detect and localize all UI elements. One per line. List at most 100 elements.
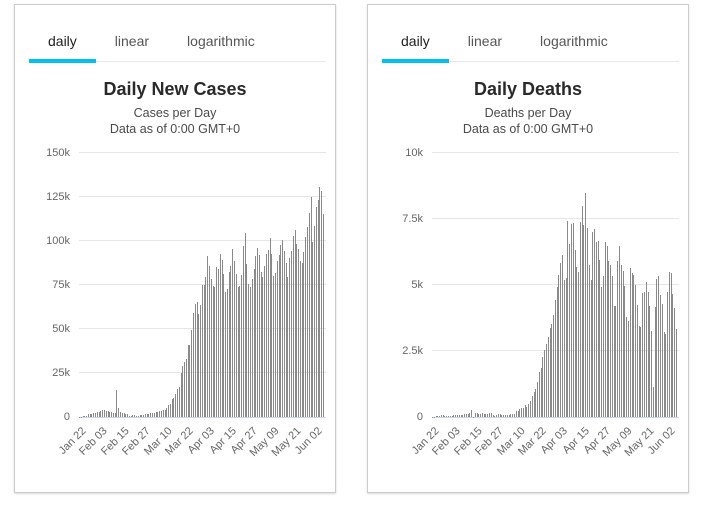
bar — [658, 276, 660, 417]
bar — [194, 304, 196, 417]
bar — [624, 285, 626, 417]
bar — [298, 248, 300, 417]
bar — [668, 271, 670, 417]
bar — [98, 412, 100, 417]
bar — [258, 254, 260, 417]
bar — [100, 411, 102, 417]
daily-cases-panel: daily linear logarithmic Daily New Cases… — [14, 4, 336, 493]
bar — [189, 344, 191, 417]
bar — [449, 415, 451, 417]
bar — [622, 270, 624, 417]
bar — [171, 399, 173, 417]
bar — [603, 276, 604, 417]
bar — [585, 193, 587, 417]
bar — [319, 186, 321, 417]
bar — [214, 287, 216, 417]
bar — [456, 415, 458, 417]
bar — [440, 415, 442, 417]
bar — [182, 365, 184, 417]
bar — [531, 396, 533, 417]
bar — [503, 415, 505, 417]
bar — [674, 307, 676, 417]
bar — [178, 387, 180, 417]
daily-deaths-chart[interactable]: 0 2.5k 5k 7.5k 10k Jan 22 Feb 03 Feb 15 Feb 27 Ma… — [368, 147, 688, 476]
bar — [169, 403, 171, 417]
bar — [453, 415, 455, 417]
bar — [554, 300, 556, 417]
deaths-tab-linear[interactable]: linear — [467, 33, 503, 49]
bar — [522, 407, 524, 417]
bar — [579, 222, 581, 417]
bar — [228, 272, 230, 417]
bar — [162, 410, 164, 417]
bar — [661, 303, 663, 417]
bar — [496, 415, 498, 417]
cases-chart-tabs: daily linear logarithmic — [29, 27, 326, 63]
y-axis-label: 2.5k — [402, 345, 423, 357]
daily-cases-chart[interactable]: 0 25k 50k 75k 100k 125k 150k Jan 22 Feb 03 Feb 15… — [15, 147, 335, 476]
page: daily linear logarithmic Daily New Cases… — [14, 4, 689, 493]
plot-area: 0 2.5k 5k 7.5k 10k — [402, 147, 679, 423]
bar — [647, 292, 649, 417]
bar — [492, 415, 494, 417]
bar — [118, 408, 120, 417]
bar — [160, 410, 162, 417]
bar — [210, 278, 212, 417]
cases-tab-linear[interactable]: linear — [114, 33, 150, 49]
bar — [547, 337, 549, 417]
bar — [125, 413, 127, 417]
bar — [620, 265, 622, 417]
bar — [656, 278, 658, 417]
bar — [578, 272, 580, 417]
bar — [446, 415, 448, 417]
bar — [312, 242, 314, 417]
bar — [130, 415, 132, 417]
bar-series — [79, 153, 326, 417]
bar — [225, 291, 227, 417]
bar — [533, 391, 535, 417]
bar — [168, 405, 170, 417]
bar — [196, 302, 198, 417]
bar — [250, 286, 251, 417]
bar — [321, 191, 323, 417]
bar — [87, 413, 89, 417]
bar — [203, 285, 205, 417]
bar — [230, 266, 232, 417]
y-axis-label: 50k — [52, 323, 70, 335]
bar — [483, 413, 485, 417]
bar — [207, 255, 209, 417]
deaths-chart-note: Data as of 0:00 GMT+0 — [462, 122, 594, 136]
bar — [627, 320, 629, 417]
bar — [619, 245, 621, 417]
bar — [299, 260, 301, 417]
bar — [474, 413, 476, 417]
deaths-chart-title: Daily Deaths — [473, 79, 583, 99]
bar — [649, 306, 651, 417]
bar — [610, 264, 612, 417]
deaths-tab-daily[interactable]: daily — [382, 27, 449, 63]
bar — [153, 413, 155, 417]
bar — [107, 410, 109, 417]
bar — [310, 197, 312, 417]
cases-tab-daily[interactable]: daily — [29, 27, 96, 63]
bar — [323, 214, 325, 417]
bar — [315, 207, 317, 417]
bar — [638, 325, 640, 417]
bar — [490, 412, 492, 417]
bar — [296, 243, 298, 417]
bar — [517, 410, 519, 417]
bar — [590, 279, 592, 417]
cases-tab-logarithmic[interactable]: logarithmic — [187, 33, 255, 49]
bar — [235, 274, 237, 417]
bar — [601, 286, 603, 417]
bar — [583, 224, 585, 417]
bar — [442, 415, 444, 417]
deaths-chart-subtitle: Deaths per Day — [484, 106, 572, 120]
bar — [205, 276, 207, 417]
bar — [631, 273, 633, 417]
daily-deaths-panel: daily linear logarithmic Daily Deaths De… — [367, 4, 689, 493]
bar — [285, 263, 287, 417]
cases-chart-title: Daily New Cases — [103, 79, 247, 99]
deaths-tab-logarithmic[interactable]: logarithmic — [540, 33, 608, 49]
bar — [444, 416, 446, 417]
